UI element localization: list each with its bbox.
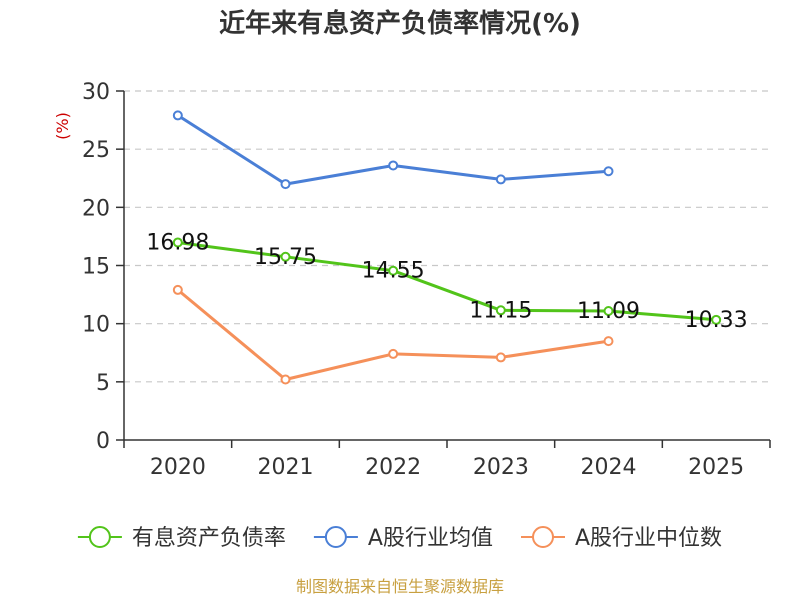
legend: 有息资产负债率 A股行业均值 A股行业中位数 bbox=[77, 526, 722, 551]
y-tick-label: 5 bbox=[96, 371, 110, 396]
legend-label: A股行业中位数 bbox=[575, 526, 722, 551]
data-point bbox=[280, 374, 291, 385]
data-label: 14.55 bbox=[362, 259, 425, 284]
x-tick-label: 2020 bbox=[150, 455, 206, 480]
legend-item[interactable]: 有息资产负债率 bbox=[77, 526, 286, 551]
legend-marker bbox=[324, 526, 347, 548]
data-point bbox=[603, 305, 614, 316]
gridlines bbox=[124, 90, 770, 383]
data-point bbox=[495, 352, 506, 363]
data-point bbox=[388, 265, 399, 276]
legend-marker bbox=[88, 526, 111, 548]
data-point bbox=[603, 166, 614, 177]
data-label: 15.75 bbox=[254, 245, 317, 270]
x-tick-label: 2023 bbox=[473, 455, 529, 480]
y-tick-label: 0 bbox=[96, 429, 110, 454]
data-label: 11.15 bbox=[469, 298, 532, 323]
data-point bbox=[280, 251, 291, 262]
data-point bbox=[495, 305, 506, 316]
x-tick-label: 2025 bbox=[688, 455, 744, 480]
y-tick-label: 10 bbox=[82, 313, 110, 338]
data-point bbox=[280, 179, 291, 190]
series-line bbox=[176, 288, 610, 381]
legend-label: 有息资产负债率 bbox=[132, 526, 286, 551]
chart-title: 近年来有息资产负债率情况(%) bbox=[219, 8, 581, 39]
data-point bbox=[711, 314, 722, 325]
source-note: 制图数据来自恒生聚源数据库 bbox=[296, 577, 504, 596]
x-tick-label: 2021 bbox=[258, 455, 314, 480]
series-layer bbox=[172, 110, 722, 385]
data-point bbox=[172, 110, 183, 121]
y-axis-unit-label: (%) bbox=[53, 112, 72, 140]
data-label: 10.33 bbox=[685, 308, 748, 333]
x-tick-label: 2022 bbox=[365, 455, 421, 480]
y-tick-label: 30 bbox=[82, 80, 110, 105]
data-point bbox=[172, 284, 183, 295]
data-labels: 16.98 15.75 14.55 11.15 11.09 10.33 bbox=[146, 230, 747, 332]
data-point bbox=[495, 174, 506, 185]
data-label: 16.98 bbox=[146, 230, 209, 255]
data-point bbox=[388, 160, 399, 171]
y-tick-label: 20 bbox=[82, 196, 110, 221]
y-tick-label: 25 bbox=[82, 138, 110, 163]
x-tick-label: 2024 bbox=[581, 455, 637, 480]
legend-marker bbox=[532, 526, 554, 548]
data-point bbox=[172, 237, 183, 248]
data-label: 11.09 bbox=[577, 299, 640, 324]
legend-item[interactable]: A股行业均值 bbox=[313, 526, 493, 551]
y-tick-label: 15 bbox=[82, 255, 110, 280]
series-line bbox=[176, 241, 718, 322]
legend-item[interactable]: A股行业中位数 bbox=[521, 526, 722, 551]
legend-label: A股行业均值 bbox=[368, 526, 493, 551]
data-point bbox=[603, 336, 614, 347]
data-point bbox=[388, 348, 399, 359]
